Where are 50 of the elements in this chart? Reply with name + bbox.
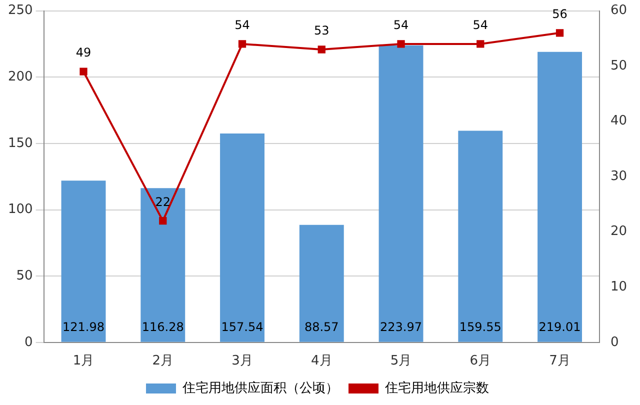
bar: [538, 52, 582, 342]
y-tick-label: 200: [8, 69, 33, 84]
data-label: 116.28: [142, 320, 184, 334]
y2-tick-label: 20: [610, 224, 628, 240]
point: [159, 216, 167, 225]
data-label: 157.54: [221, 320, 264, 334]
legend-label: 住宅用地供应面积（公顷）: [182, 380, 338, 396]
x-tick-label: 2月: [152, 354, 174, 369]
data-label: 54: [472, 18, 488, 32]
x-tick-label: 4月: [310, 354, 332, 369]
bar: [299, 224, 344, 342]
y-tick-label: 0: [24, 334, 33, 350]
y2-tick-label: 50: [610, 58, 628, 74]
data-label: 56: [552, 7, 568, 22]
x-tick-label: 7月: [549, 354, 570, 369]
y-tick-label: 50: [16, 268, 33, 284]
y2-tick-label: 0: [610, 334, 619, 350]
data-label: 159.55: [459, 320, 502, 334]
point: [397, 40, 405, 48]
bar: [378, 45, 424, 342]
y2-tick-label: 40: [610, 114, 628, 129]
y2-tick-label: 60: [610, 3, 628, 18]
point: [318, 46, 326, 54]
data-label: 49: [76, 46, 92, 60]
x-tick-label: 1月: [72, 354, 94, 369]
data-label: 53: [314, 24, 330, 38]
bar: [140, 188, 186, 342]
data-label: 54: [393, 18, 409, 32]
y-tick-label: 250: [8, 3, 33, 18]
x-tick-label: 5月: [390, 354, 412, 369]
point: [80, 68, 88, 76]
bar: [220, 133, 264, 342]
data-label: 121.98: [62, 320, 104, 334]
y-tick-label: 150: [8, 136, 33, 151]
x-tick-label: 3月: [232, 354, 253, 369]
bar: [61, 180, 106, 342]
point: [556, 29, 564, 37]
data-label: 223.97: [380, 320, 422, 334]
y-tick-label: 100: [8, 202, 33, 218]
point: [238, 40, 246, 48]
y2-tick-label: 30: [610, 168, 628, 184]
data-label: 219.01: [538, 320, 581, 334]
y2-tick-label: 10: [610, 280, 628, 295]
data-label: 54: [234, 18, 250, 32]
data-label: 88.57: [304, 320, 339, 334]
data-label: 22: [155, 194, 171, 209]
legend-label: 住宅用地供应宗数: [384, 380, 489, 396]
x-tick-label: 6月: [470, 354, 492, 369]
point: [476, 40, 484, 48]
bar: [458, 130, 503, 342]
